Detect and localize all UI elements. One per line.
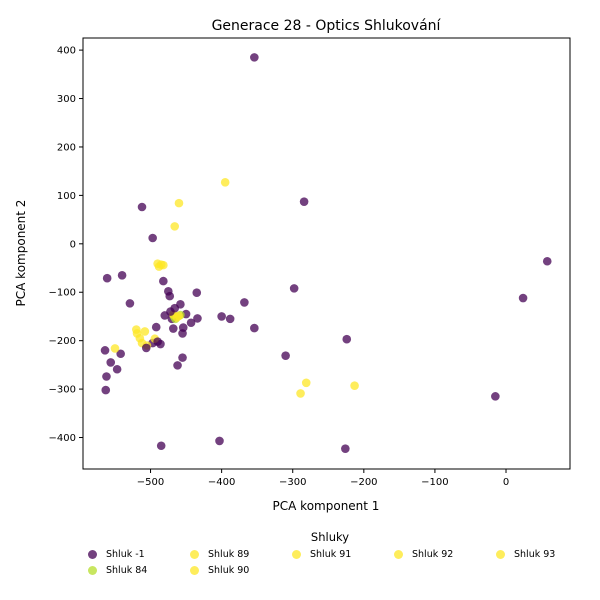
y-tick-label: −100 <box>49 288 76 299</box>
legend-item: Shluk -1 <box>88 549 145 560</box>
y-tick-label: 400 <box>57 46 76 57</box>
scatter-point <box>153 337 162 346</box>
legend-label: Shluk 93 <box>514 549 556 560</box>
y-axis: −400 −300 −200 −100 0 100 200 300 400 <box>49 46 83 444</box>
scatter-point <box>178 323 188 332</box>
scatter-point <box>156 441 166 451</box>
scatter-point <box>342 334 352 344</box>
legend-swatch <box>190 550 199 559</box>
legend-item: Shluk 89 <box>190 549 249 560</box>
scatter-point <box>173 361 182 370</box>
y-tick-label: −300 <box>49 385 76 396</box>
scatter-point <box>110 344 120 353</box>
scatter-point <box>491 392 500 401</box>
scatter-points <box>100 53 552 453</box>
y-tick-label: −400 <box>49 433 76 444</box>
scatter-point <box>240 298 249 307</box>
legend-swatch <box>88 550 97 559</box>
scatter-point <box>106 358 116 367</box>
scatter-point <box>125 299 135 308</box>
scatter-point <box>220 178 230 187</box>
scatter-point <box>542 256 552 266</box>
scatter-point <box>117 270 127 280</box>
legend-item: Shluk 93 <box>496 549 555 560</box>
scatter-point <box>350 381 359 391</box>
y-tick-label: 300 <box>57 94 76 105</box>
scatter-point <box>156 260 166 269</box>
y-tick-label: 0 <box>70 239 76 250</box>
scatter-point <box>116 349 125 359</box>
scatter-point <box>296 389 305 398</box>
scatter-point <box>151 322 161 332</box>
x-tick-label: −400 <box>208 477 235 488</box>
x-axis-label: PCA komponent 1 <box>273 499 380 513</box>
x-tick-label: 0 <box>503 477 509 488</box>
plot-area <box>82 37 571 470</box>
legend-item: Shluk 84 <box>88 565 147 576</box>
scatter-point <box>102 372 111 381</box>
scatter-point <box>172 313 182 322</box>
x-axis: −500 −400 −300 −200 −100 0 <box>137 469 509 488</box>
scatter-point <box>174 198 184 208</box>
scatter-point <box>141 343 151 353</box>
scatter-point <box>178 353 187 362</box>
scatter-point <box>137 202 147 212</box>
scatter-point <box>217 312 226 321</box>
scatter-point <box>301 378 311 388</box>
legend-item: Shluk 91 <box>292 549 351 560</box>
y-axis-label: PCA komponent 2 <box>14 200 28 307</box>
y-tick-label: −200 <box>49 336 76 347</box>
scatter-point <box>159 276 168 286</box>
legend-title: Shluky <box>310 530 350 544</box>
legend-item: Shluk 92 <box>394 549 453 560</box>
scatter-point <box>140 327 150 336</box>
scatter-point <box>193 314 202 323</box>
scatter-point <box>281 351 290 360</box>
legend-label: Shluk 89 <box>208 549 250 560</box>
scatter-point <box>289 284 299 293</box>
legend-label: Shluk 92 <box>412 549 454 560</box>
legend-label: Shluk 91 <box>310 549 352 560</box>
legend-swatch <box>190 566 199 575</box>
x-tick-label: −500 <box>137 477 164 488</box>
scatter-point <box>101 385 111 395</box>
scatter-point <box>215 436 224 446</box>
scatter-point <box>518 293 528 303</box>
legend-label: Shluk 84 <box>106 565 148 576</box>
scatter-point <box>102 273 112 283</box>
scatter-point <box>165 291 175 301</box>
scatter-point <box>186 318 196 328</box>
scatter-point <box>148 233 157 243</box>
scatter-point <box>250 323 259 333</box>
scatter-point <box>166 307 175 316</box>
scatter-point <box>100 346 110 355</box>
legend-label: Shluk 90 <box>208 565 250 576</box>
scatter-point <box>250 53 259 62</box>
legend-swatch <box>394 550 403 559</box>
scatter-point <box>192 288 202 298</box>
scatter-point <box>341 444 350 453</box>
scatter-point <box>168 324 178 333</box>
scatter-point <box>225 314 235 324</box>
scatter-point <box>170 222 180 231</box>
x-tick-label: −300 <box>279 477 306 488</box>
legend-swatch <box>88 566 97 575</box>
scatter-point <box>112 364 122 374</box>
x-tick-label: −100 <box>421 477 448 488</box>
chart-title: Generace 28 - Optics Shlukování <box>212 18 442 34</box>
legend-item: Shluk 90 <box>190 565 249 576</box>
scatter-point <box>299 197 309 206</box>
legend-swatch <box>496 550 505 559</box>
x-tick-label: −200 <box>350 477 377 488</box>
y-tick-label: 200 <box>57 142 76 153</box>
legend-label: Shluk -1 <box>106 549 145 560</box>
legend-swatch <box>292 550 301 559</box>
y-tick-label: 100 <box>57 191 76 202</box>
